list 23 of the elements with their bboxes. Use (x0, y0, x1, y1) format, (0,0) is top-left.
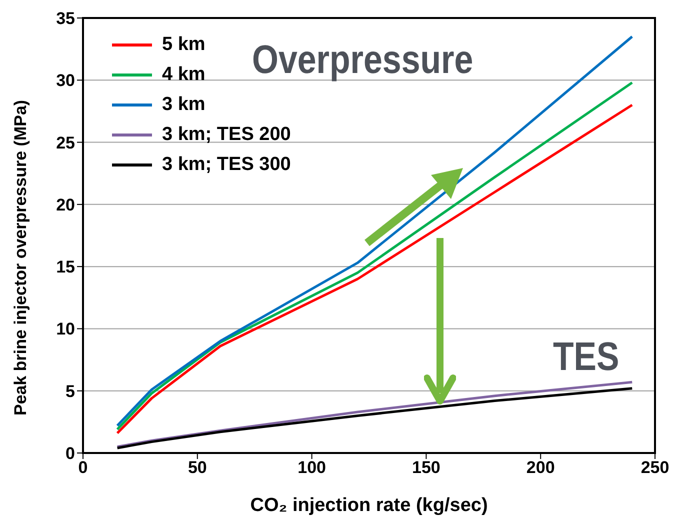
legend-label: 4 km (162, 64, 206, 86)
y-tick-label: 0 (66, 444, 75, 464)
y-tick-label: 10 (56, 320, 75, 339)
y-tick-label: 30 (56, 71, 75, 90)
y-tick-label: 15 (56, 258, 75, 277)
x-axis-title: CO₂ injection rate (kg/sec) (250, 495, 488, 516)
legend-label: 3 km; TES 300 (162, 154, 291, 176)
annotation: Overpressure (252, 38, 474, 83)
y-tick-label: 20 (56, 195, 75, 214)
legend-label: 5 km (162, 34, 206, 56)
x-tick-label: 0 (78, 458, 88, 478)
x-tick-label: 200 (526, 458, 555, 478)
legend-label: 3 km; TES 200 (162, 124, 291, 146)
x-tick-label: 50 (188, 458, 207, 478)
y-tick-label: 25 (56, 133, 75, 152)
legend-label: 3 km (162, 94, 206, 116)
x-tick-label: 150 (412, 458, 440, 478)
y-axis-title: Peak brine injector overpressure (MPa) (11, 100, 30, 416)
x-tick-label: 100 (298, 458, 326, 478)
y-tick-label: 5 (66, 382, 75, 401)
x-tick-label: 250 (640, 458, 670, 478)
y-tick-label: 35 (56, 9, 75, 28)
annotation: TES (553, 335, 620, 380)
